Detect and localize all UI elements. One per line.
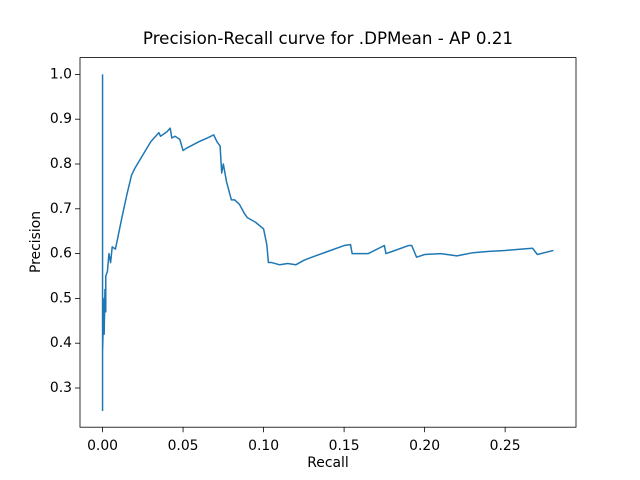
x-tick-label: 0.05 bbox=[168, 438, 199, 454]
x-axis-label: Recall bbox=[307, 455, 348, 471]
y-tick-label: 1.0 bbox=[50, 66, 72, 82]
y-tick-label: 0.5 bbox=[50, 290, 72, 306]
y-tick-label: 0.8 bbox=[50, 156, 72, 172]
x-tick-label: 0.20 bbox=[409, 438, 440, 454]
x-tick-label: 0.00 bbox=[87, 438, 118, 454]
y-tick-label: 0.9 bbox=[50, 111, 72, 127]
y-axis-label: Precision bbox=[28, 211, 44, 273]
x-tick-label: 0.25 bbox=[490, 438, 521, 454]
x-tick-label: 0.10 bbox=[248, 438, 279, 454]
y-tick-label: 0.3 bbox=[50, 380, 72, 396]
chart-title: Precision-Recall curve for .DPMean - AP … bbox=[143, 28, 513, 48]
line bbox=[101, 74, 554, 412]
y-tick-label: 0.7 bbox=[50, 201, 72, 217]
axes-frame bbox=[79, 57, 577, 428]
y-tick-label: 0.6 bbox=[50, 246, 72, 262]
x-tick-label: 0.15 bbox=[329, 438, 360, 454]
y-tick-label: 0.4 bbox=[50, 335, 72, 351]
